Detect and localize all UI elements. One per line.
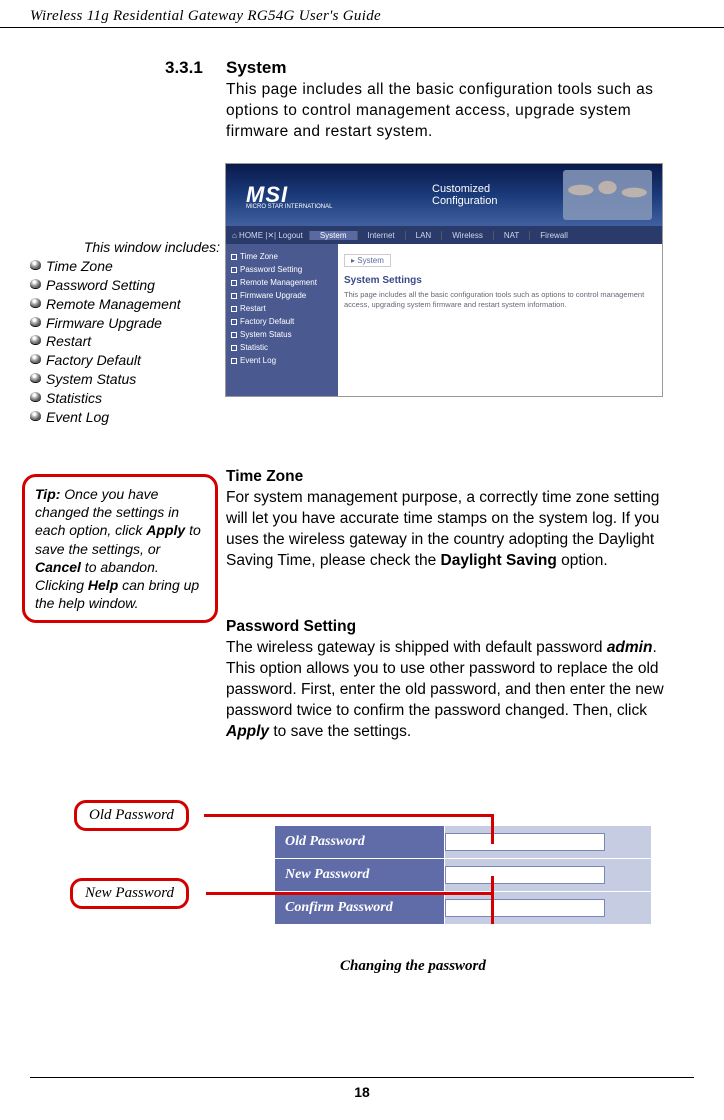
old-password-cell	[445, 826, 652, 859]
ss-description: This page includes all the basic configu…	[344, 290, 656, 310]
includes-title: This window includes:	[30, 238, 222, 257]
tip-box: Tip: Once you have changed the settings …	[22, 474, 218, 623]
ss-side-item: Firmware Upgrade	[230, 289, 334, 302]
ss-breadcrumb: ▸ System	[344, 254, 391, 267]
ss-side-item: Password Setting	[230, 263, 334, 276]
confirm-password-label: Confirm Password	[275, 892, 445, 925]
ss-tabs: ⌂ HOME |✕| Logout System Internet LAN Wi…	[226, 226, 662, 244]
time-zone-block: Time Zone For system management purpose,…	[226, 468, 666, 572]
page-footer: 18	[30, 1077, 694, 1100]
ss-home-link: ⌂ HOME |✕| Logout	[226, 231, 309, 240]
tip-cancel: Cancel	[35, 559, 81, 575]
include-item: Firmware Upgrade	[30, 314, 222, 333]
tip-label: Tip:	[35, 486, 60, 502]
ss-sidebar: Time Zone Password Setting Remote Manage…	[226, 244, 338, 396]
pw-text: The wireless gateway is shipped with def…	[226, 639, 607, 656]
new-password-label: New Password	[275, 859, 445, 892]
config-screenshot: MSI MICRO STAR INTERNATIONAL Customized …	[225, 163, 663, 397]
page-number: 18	[354, 1084, 370, 1100]
include-item: Time Zone	[30, 257, 222, 276]
include-item: Event Log	[30, 408, 222, 427]
section-title: System	[226, 58, 286, 78]
ss-tab-nat: NAT	[493, 231, 529, 240]
ss-banner-text: Customized Configuration	[432, 183, 557, 207]
confirm-password-input[interactable]	[445, 899, 605, 917]
ss-people-image	[563, 170, 652, 220]
new-password-input[interactable]	[445, 866, 605, 884]
pw-admin: admin	[607, 639, 653, 656]
ss-side-item: Statistic	[230, 341, 334, 354]
ss-side-item: Time Zone	[230, 250, 334, 263]
ss-main: ▸ System System Settings This page inclu…	[338, 244, 662, 396]
callout-line	[204, 814, 494, 817]
intro-text: This page includes all the basic configu…	[226, 80, 666, 143]
window-includes: This window includes: Time Zone Password…	[30, 238, 222, 427]
ss-side-item: Remote Management	[230, 276, 334, 289]
new-password-cell	[445, 859, 652, 892]
pw-text: to save the settings.	[269, 723, 411, 740]
ss-side-item: System Status	[230, 328, 334, 341]
tz-body: For system management purpose, a correct…	[226, 488, 666, 572]
section-number: 3.3.1	[165, 58, 203, 78]
ss-tab-system: System	[309, 231, 357, 240]
include-item: Remote Management	[30, 295, 222, 314]
include-item: Statistics	[30, 389, 222, 408]
callout-line	[491, 814, 494, 844]
ss-side-item: Factory Default	[230, 315, 334, 328]
ss-side-item: Event Log	[230, 354, 334, 367]
pw-apply: Apply	[226, 723, 269, 740]
include-item: Restart	[30, 332, 222, 351]
pw-body: The wireless gateway is shipped with def…	[226, 638, 666, 743]
callout-old-password: Old Password	[74, 800, 189, 831]
callout-line	[206, 892, 494, 895]
pw-heading: Password Setting	[226, 618, 666, 636]
confirm-password-cell	[445, 892, 652, 925]
ss-tab-wireless: Wireless	[441, 231, 493, 240]
page-header: Wireless 11g Residential Gateway RG54G U…	[0, 0, 724, 28]
figure-caption: Changing the password	[340, 958, 486, 975]
old-password-input[interactable]	[445, 833, 605, 851]
ss-tab-firewall: Firewall	[529, 231, 578, 240]
ss-tab-lan: LAN	[405, 231, 442, 240]
ss-side-item: Restart	[230, 302, 334, 315]
include-item: System Status	[30, 370, 222, 389]
password-table: Old Password New Password Confirm Passwo…	[274, 825, 652, 925]
callout-line	[491, 876, 494, 924]
tip-apply: Apply	[146, 522, 185, 538]
tip-help: Help	[88, 577, 118, 593]
old-password-label: Old Password	[275, 826, 445, 859]
tz-bold: Daylight Saving	[441, 552, 557, 569]
include-item: Password Setting	[30, 276, 222, 295]
ss-heading: System Settings	[344, 275, 656, 286]
tz-text: option.	[557, 552, 608, 569]
ss-logo-sub: MICRO STAR INTERNATIONAL	[246, 204, 332, 210]
tz-heading: Time Zone	[226, 468, 666, 486]
include-item: Factory Default	[30, 351, 222, 370]
password-block: Password Setting The wireless gateway is…	[226, 618, 666, 743]
ss-banner: MSI MICRO STAR INTERNATIONAL Customized …	[226, 164, 662, 226]
ss-tab-internet: Internet	[357, 231, 405, 240]
callout-new-password: New Password	[70, 878, 189, 909]
